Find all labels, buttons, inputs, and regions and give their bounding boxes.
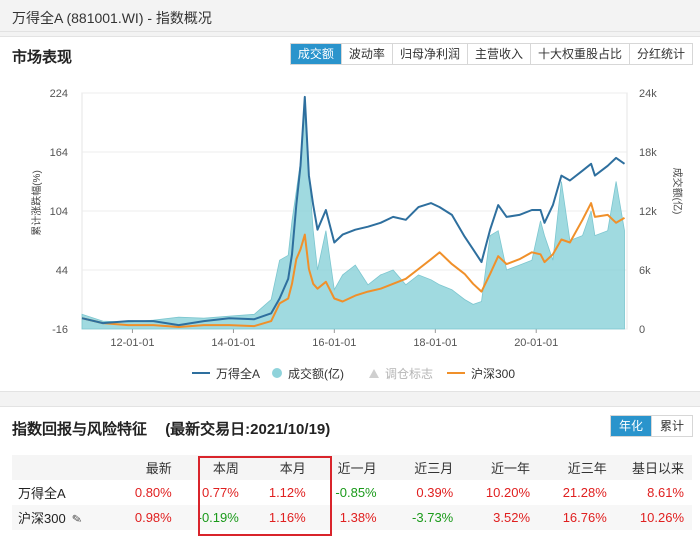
tab-dividend[interactable]: 分红统计 bbox=[628, 44, 692, 64]
pencil-edit-icon[interactable]: ✎ bbox=[70, 511, 83, 527]
returns-risk-panel: 指数回报与风险特征 (最新交易日:2021/10/19) 年化 累计 最新 本周… bbox=[0, 406, 700, 544]
triangle-icon bbox=[369, 368, 379, 378]
x-axis-tick-label: 12-01-01 bbox=[110, 337, 154, 349]
value-cell: 0.80% bbox=[134, 485, 172, 500]
value-cell: 0.39% bbox=[416, 485, 454, 500]
value-cell: 16.76% bbox=[538, 505, 615, 530]
left-axis-tick-label: 104 bbox=[50, 206, 68, 218]
row-name: 沪深300 ✎ bbox=[12, 505, 110, 530]
left-axis-tick-label: -16 bbox=[52, 324, 68, 336]
value-cell: 0.77% bbox=[201, 485, 239, 500]
tab-turnover[interactable]: 成交额 bbox=[290, 44, 341, 64]
header-this-month: 本月 bbox=[246, 455, 314, 480]
header-latest: 最新 bbox=[109, 455, 180, 480]
latest-trading-day: (最新交易日:2021/10/19) bbox=[165, 421, 331, 438]
legend-wind-all-a[interactable]: 万得全A bbox=[192, 363, 260, 383]
right-axis-tick-label: 12k bbox=[639, 206, 657, 218]
value-cell: 1.38% bbox=[313, 505, 385, 530]
tab-revenue[interactable]: 主营收入 bbox=[466, 44, 530, 64]
returns-table: 最新 本周 本月 近一月 近三月 近一年 近三年 基日以来 万得全A 0.80%… bbox=[12, 455, 692, 530]
left-axis-tick-label: 224 bbox=[50, 88, 68, 100]
value-cell: 3.52% bbox=[461, 505, 539, 530]
value-cell: -0.85% bbox=[335, 485, 377, 500]
legend-line-swatch bbox=[447, 372, 465, 374]
tab-cumulative[interactable]: 累计 bbox=[650, 416, 692, 436]
tab-top10-weight[interactable]: 十大权重股占比 bbox=[529, 44, 629, 64]
header-empty bbox=[12, 455, 110, 480]
tab-net-profit[interactable]: 归母净利润 bbox=[391, 44, 467, 64]
header-3m: 近三月 bbox=[384, 455, 462, 480]
returns-panel-title: 指数回报与风险特征 (最新交易日:2021/10/19) bbox=[12, 418, 330, 439]
right-axis-tick-label: 18k bbox=[639, 147, 657, 159]
left-axis-title: 累计涨跌幅(%) bbox=[30, 170, 43, 236]
legend-label: 沪深300 bbox=[471, 366, 516, 381]
left-axis-tick-label: 164 bbox=[50, 147, 68, 159]
value-cell: 1.12% bbox=[268, 485, 306, 500]
returns-header-row: 最新 本周 本月 近一月 近三月 近一年 近三年 基日以来 bbox=[12, 455, 692, 480]
legend-label: 成交额(亿) bbox=[288, 366, 344, 381]
x-axis-tick-label: 20-01-01 bbox=[514, 337, 558, 349]
returns-tabs: 年化 累计 bbox=[609, 415, 693, 437]
window-titlebar: 万得全A (881001.WI) - 指数概况 bbox=[0, 0, 700, 32]
chart-legend: 万得全A 成交额(亿) 调仓标志 沪深300 bbox=[0, 363, 700, 383]
right-axis-tick-label: 24k bbox=[639, 88, 657, 100]
left-axis-tick-label: 44 bbox=[56, 265, 68, 277]
tab-annualized[interactable]: 年化 bbox=[610, 416, 651, 436]
value-cell: 21.28% bbox=[562, 485, 607, 500]
window-title: 万得全A (881001.WI) - 指数概况 bbox=[12, 10, 212, 26]
legend-turnover[interactable]: 成交额(亿) bbox=[272, 363, 344, 383]
csi300-line bbox=[81, 202, 626, 328]
table-row: 沪深300 ✎ 0.98% -0.19% 1.16% 1.38% -3.73% 3… bbox=[12, 505, 692, 530]
legend-rebalance-marker[interactable]: 调仓标志 bbox=[369, 363, 433, 383]
header-1m: 近一月 bbox=[313, 455, 385, 480]
legend-csi300[interactable]: 沪深300 bbox=[447, 363, 515, 383]
right-axis-tick-label: 0 bbox=[639, 324, 645, 336]
tab-volatility[interactable]: 波动率 bbox=[340, 44, 392, 64]
value-cell: -0.19% bbox=[179, 505, 247, 530]
wind-all-a-line bbox=[81, 95, 626, 327]
legend-line-swatch bbox=[192, 372, 210, 374]
row-name: 万得全A bbox=[18, 486, 66, 501]
market-panel-title: 市场表现 bbox=[12, 49, 73, 66]
legend-dot-swatch bbox=[272, 368, 282, 378]
market-tabs: 成交额 波动率 归母净利润 主营收入 十大权重股占比 分红统计 bbox=[289, 43, 693, 65]
legend-label: 调仓标志 bbox=[385, 366, 434, 381]
returns-title: 指数回报与风险特征 bbox=[12, 421, 148, 438]
header-1y: 近一年 bbox=[461, 455, 539, 480]
row-name-label: 沪深300 bbox=[18, 511, 66, 526]
market-chart[interactable]: 224 24k 164 18k 104 12k 44 6k -16 0 12-01-01 14-01-… bbox=[0, 73, 700, 403]
table-row: 万得全A 0.80% 0.77% 1.12% -0.85% 0.39% 10.2… bbox=[12, 480, 692, 505]
value-cell: 10.26% bbox=[614, 505, 692, 530]
value-cell: 10.20% bbox=[485, 485, 531, 500]
header-3y: 近三年 bbox=[538, 455, 615, 480]
value-cell: -3.73% bbox=[384, 505, 462, 530]
market-performance-panel: 市场表现 成交额 波动率 归母净利润 主营收入 十大权重股占比 分红统计 224… bbox=[0, 36, 700, 392]
value-cell: 0.98% bbox=[109, 505, 180, 530]
x-axis-tick-label: 16-01-01 bbox=[312, 337, 356, 349]
x-axis-tick-label: 18-01-01 bbox=[413, 337, 457, 349]
value-cell: 1.16% bbox=[246, 505, 314, 530]
header-since-base: 基日以来 bbox=[614, 455, 692, 480]
legend-label: 万得全A bbox=[216, 366, 261, 381]
right-axis-tick-label: 6k bbox=[639, 265, 651, 277]
header-this-week: 本周 bbox=[179, 455, 247, 480]
x-axis-tick-label: 14-01-01 bbox=[211, 337, 255, 349]
right-axis-title: 成交额(亿) bbox=[671, 168, 684, 215]
value-cell: 8.61% bbox=[647, 485, 684, 500]
